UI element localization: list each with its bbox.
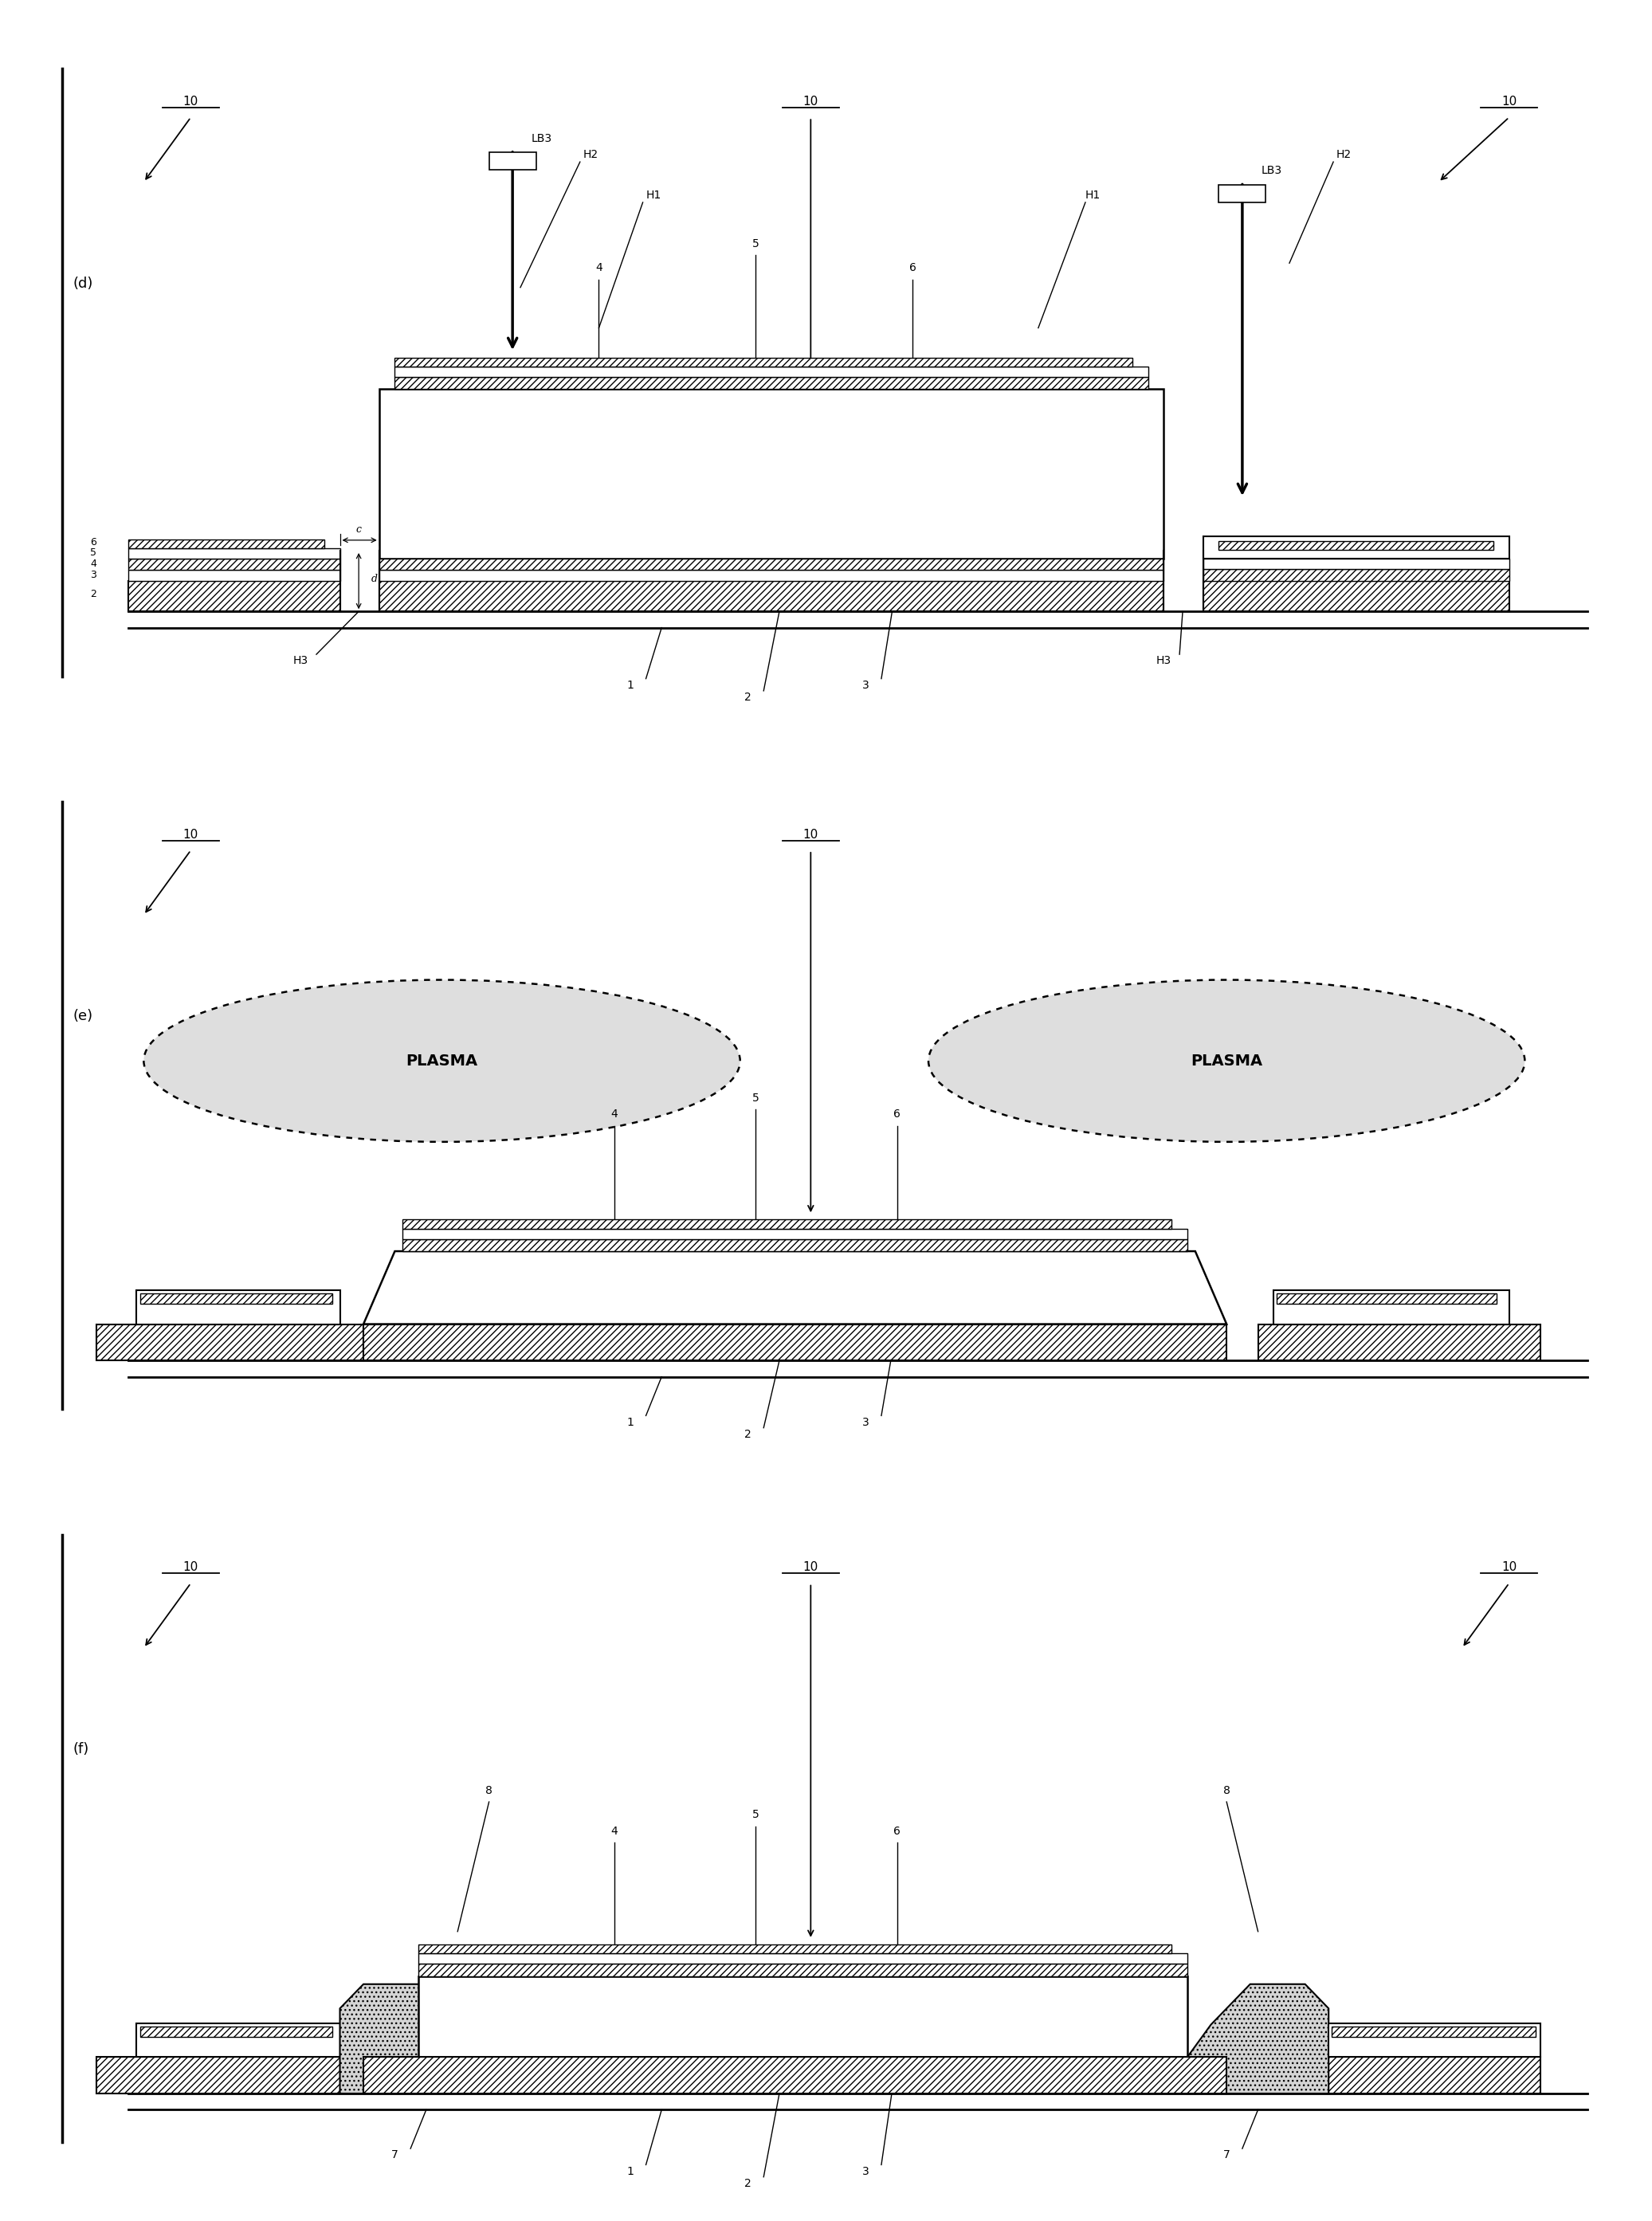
Text: 5: 5 bbox=[752, 1093, 760, 1104]
Bar bbox=[1203, 535, 1510, 560]
Text: H2: H2 bbox=[583, 149, 598, 160]
Text: LB3: LB3 bbox=[1260, 164, 1282, 175]
Ellipse shape bbox=[144, 979, 740, 1142]
Text: 3: 3 bbox=[91, 569, 96, 580]
Text: 8: 8 bbox=[486, 1786, 492, 1797]
Bar bbox=[1219, 542, 1493, 551]
Text: 3: 3 bbox=[862, 680, 869, 691]
Text: c: c bbox=[355, 524, 362, 535]
Bar bbox=[96, 2057, 1540, 2094]
Bar bbox=[135, 2023, 340, 2057]
Bar bbox=[129, 540, 324, 549]
Bar bbox=[129, 571, 340, 580]
Text: 7: 7 bbox=[1222, 2150, 1231, 2161]
Bar bbox=[418, 1977, 1188, 2057]
Text: 10: 10 bbox=[803, 1561, 818, 1572]
Bar bbox=[135, 1290, 340, 1324]
Text: 1: 1 bbox=[626, 680, 634, 691]
Text: 10: 10 bbox=[183, 96, 198, 107]
Text: 8: 8 bbox=[1222, 1786, 1231, 1797]
Text: 4: 4 bbox=[611, 1108, 618, 1119]
Bar bbox=[96, 1324, 363, 1361]
Bar bbox=[418, 1963, 1188, 1977]
Bar bbox=[380, 571, 1163, 580]
Text: 1: 1 bbox=[626, 1417, 634, 1428]
Text: 10: 10 bbox=[183, 828, 198, 840]
Text: 6: 6 bbox=[894, 1826, 900, 1837]
Text: 4: 4 bbox=[91, 560, 96, 569]
Text: 5: 5 bbox=[91, 549, 96, 557]
Text: d: d bbox=[372, 573, 378, 584]
Text: 3: 3 bbox=[862, 1417, 869, 1428]
Text: 5: 5 bbox=[752, 1810, 760, 1821]
Bar bbox=[140, 1293, 332, 1304]
Bar bbox=[489, 153, 535, 171]
Bar bbox=[363, 1324, 1226, 1361]
Text: 6: 6 bbox=[909, 262, 917, 273]
Text: 4: 4 bbox=[595, 262, 603, 273]
Text: (d): (d) bbox=[73, 275, 93, 291]
Text: 2: 2 bbox=[91, 589, 96, 600]
Bar bbox=[380, 580, 1163, 611]
Bar bbox=[1259, 1324, 1540, 1361]
Bar bbox=[140, 2026, 332, 2037]
Bar bbox=[363, 2057, 1226, 2094]
Bar bbox=[1203, 580, 1510, 611]
Bar bbox=[418, 1943, 1171, 1952]
Bar bbox=[1274, 1290, 1510, 1324]
Text: PLASMA: PLASMA bbox=[406, 1053, 477, 1068]
Text: 10: 10 bbox=[1502, 1561, 1517, 1572]
Bar bbox=[1219, 184, 1265, 202]
Text: 10: 10 bbox=[1502, 96, 1517, 107]
Text: H2: H2 bbox=[1336, 149, 1351, 160]
Bar bbox=[403, 1219, 1171, 1228]
Bar bbox=[1332, 2026, 1536, 2037]
Bar bbox=[1328, 2023, 1540, 2057]
Text: 2: 2 bbox=[745, 1428, 752, 1439]
Text: H3: H3 bbox=[292, 655, 309, 666]
Text: PLASMA: PLASMA bbox=[1191, 1053, 1262, 1068]
Bar bbox=[129, 580, 340, 611]
Text: 2: 2 bbox=[745, 691, 752, 702]
Text: 4: 4 bbox=[611, 1826, 618, 1837]
Text: 2: 2 bbox=[745, 2179, 752, 2190]
Text: (e): (e) bbox=[73, 1008, 93, 1024]
Bar bbox=[395, 378, 1148, 389]
Bar bbox=[1277, 1293, 1497, 1304]
Bar bbox=[395, 366, 1148, 378]
Text: LB3: LB3 bbox=[532, 133, 552, 144]
Bar bbox=[380, 560, 1163, 571]
Text: 10: 10 bbox=[183, 1561, 198, 1572]
Bar bbox=[129, 560, 340, 571]
Bar bbox=[380, 389, 1163, 560]
Bar bbox=[1203, 560, 1510, 569]
Text: H1: H1 bbox=[1085, 189, 1100, 200]
Bar bbox=[403, 1239, 1188, 1250]
Text: 7: 7 bbox=[392, 2150, 398, 2161]
Bar bbox=[418, 1952, 1188, 1963]
Text: (f): (f) bbox=[73, 1741, 89, 1757]
Text: 5: 5 bbox=[752, 238, 760, 249]
Text: 6: 6 bbox=[894, 1108, 900, 1119]
Bar bbox=[1203, 569, 1510, 580]
Bar bbox=[129, 549, 340, 560]
Text: H3: H3 bbox=[1156, 655, 1171, 666]
Polygon shape bbox=[363, 1250, 1226, 1324]
Polygon shape bbox=[1188, 1983, 1328, 2094]
Text: 10: 10 bbox=[803, 828, 818, 840]
Text: 3: 3 bbox=[862, 2165, 869, 2177]
Polygon shape bbox=[340, 1983, 497, 2094]
Text: 10: 10 bbox=[803, 96, 818, 107]
Text: 6: 6 bbox=[91, 537, 96, 546]
Bar bbox=[395, 358, 1133, 366]
Text: 1: 1 bbox=[626, 2165, 634, 2177]
Bar bbox=[403, 1228, 1188, 1239]
Text: H1: H1 bbox=[646, 189, 661, 200]
Ellipse shape bbox=[928, 979, 1525, 1142]
